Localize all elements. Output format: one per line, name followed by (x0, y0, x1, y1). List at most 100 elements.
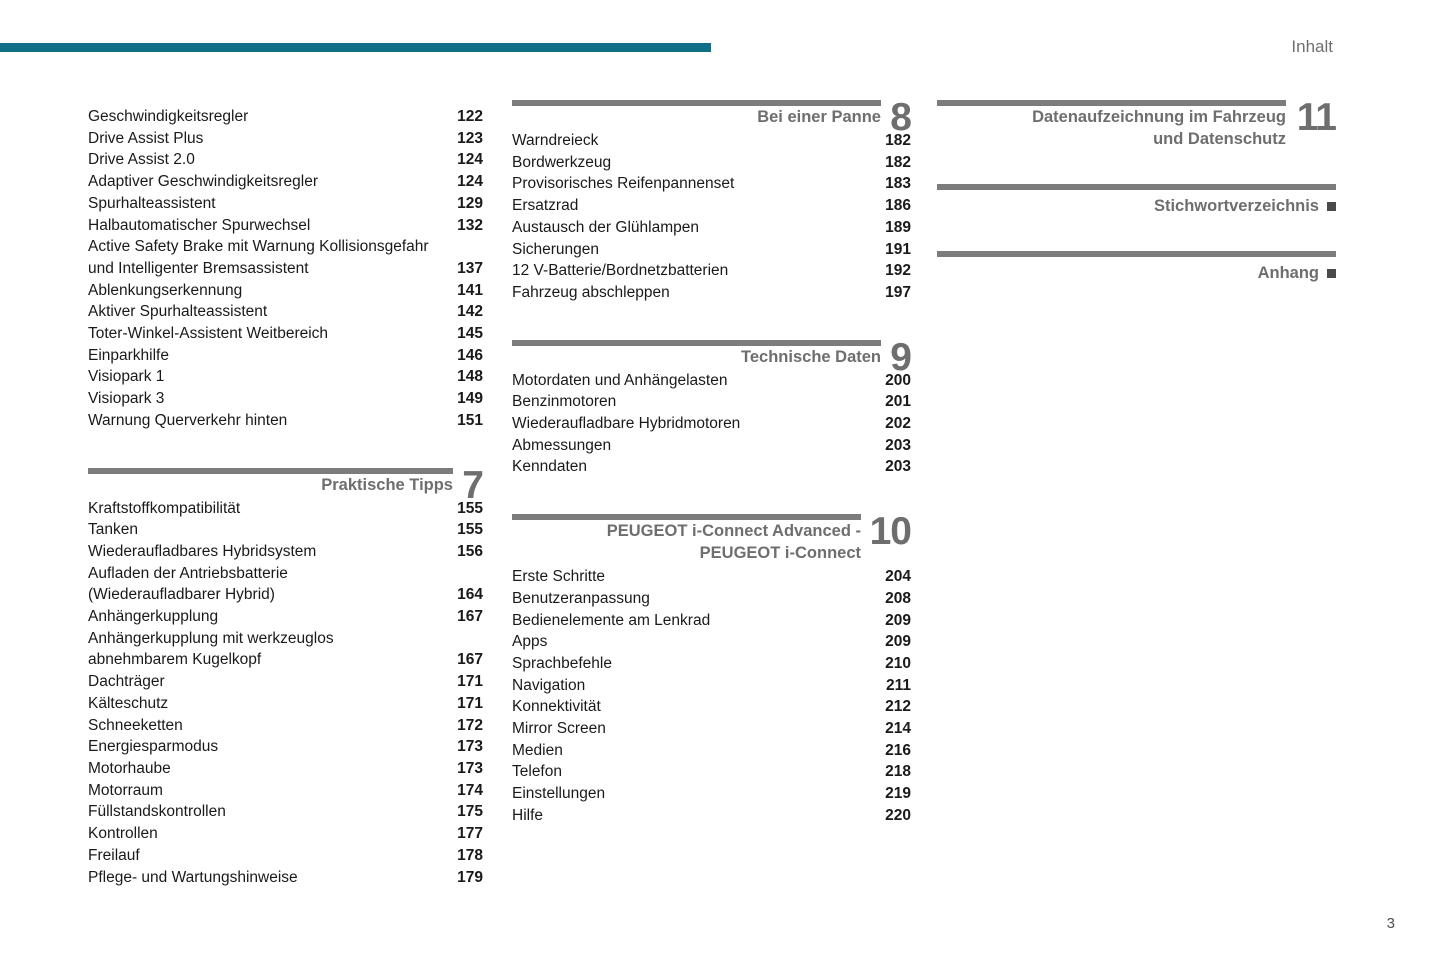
toc-entry-label: 12 V-Batterie/Bordnetzbatterien (512, 262, 729, 280)
toc-entry: Medien 216 (512, 740, 911, 762)
toc-entry-label: Füllstandskontrollen (88, 803, 226, 821)
toc-entry: Warndreieck 182 (512, 130, 911, 152)
toc-entry-page: 148 (457, 368, 483, 386)
toc-entry-label: Einparkhilfe (88, 346, 169, 364)
toc-entry: Hilfe 220 (512, 805, 911, 827)
section-title-line: Datenaufzeichnung im Fahrzeug (1032, 108, 1286, 126)
toc-entry-label: und Intelligenter Bremsassistent (88, 259, 309, 277)
toc-entry-label: Austausch der Glühlampen (512, 218, 699, 236)
toc-entry-label: Kontrollen (88, 825, 158, 843)
section-title-line: und Datenschutz (1153, 130, 1286, 148)
toc-section: 10 PEUGEOT i-Connect Advanced - PEUGEOT i-… (512, 510, 912, 827)
toc-entry: Motordaten und Anhängelasten 200 (512, 370, 911, 392)
toc-entry-page: 124 (457, 151, 483, 169)
toc-entry-label: abnehmbarem Kugelkopf (88, 651, 262, 669)
toc-entry-page: 216 (885, 741, 911, 759)
toc-entry: Telefon 218 (512, 761, 911, 783)
toc-entry-page: 142 (457, 303, 483, 321)
section-title: Datenaufzeichnung im Fahrzeug und Datensc… (937, 106, 1286, 150)
toc-entry-page: 182 (885, 153, 911, 171)
toc-entry-label: Adaptiver Geschwindigkeitsregler (88, 173, 319, 191)
toc-entry-page: 164 (457, 586, 483, 604)
toc-entry: Adaptiver Geschwindigkeitsregler 124 (88, 171, 483, 193)
toc-entry: Geschwindigkeitsregler 122 (88, 106, 483, 128)
toc-entry: Austausch der Glühlampen 189 (512, 217, 911, 239)
toc-entry-label: Drive Assist Plus (88, 129, 204, 147)
toc-section: 7 Praktische Tipps Kraftstoffkompatibilitä… (88, 464, 484, 889)
toc-entry-label: Pflege- und Wartungshinweise (88, 868, 298, 886)
accent-bar (0, 43, 711, 52)
toc-entry-label: Freilauf (88, 846, 140, 864)
toc-entry-label: Aktiver Spurhalteassistent (88, 303, 268, 321)
chapter-number: 9 (890, 335, 912, 379)
toc-entry-page: 203 (885, 436, 911, 454)
toc-entry: Fahrzeug abschleppen 197 (512, 282, 911, 304)
toc-entry: Pflege- und Wartungshinweise 179 (88, 867, 483, 889)
toc-column-2: 8 Bei einer Panne Warndreieck 182 Bordwerkze… (512, 96, 912, 827)
toc-entry: Spurhalteassistent 129 (88, 193, 483, 215)
section-bar (937, 184, 1336, 190)
toc-entry-page: 175 (457, 803, 483, 821)
toc-entry: Konnektivität 212 (512, 696, 911, 718)
toc-entry-page: 174 (457, 781, 483, 799)
toc-entry-page: 179 (457, 868, 483, 886)
toc-entry: Motorraum 174 (88, 780, 483, 802)
toc-entry-page: 155 (457, 521, 483, 539)
toc-entry-page: 214 (885, 720, 911, 738)
toc-entry-label: (Wiederaufladbarer Hybrid) (88, 586, 275, 604)
toc-entry-label: Einstellungen (512, 785, 606, 803)
toc-entry-page: 203 (885, 458, 911, 476)
toc-entry-label: Provisorisches Reifenpannenset (512, 175, 735, 193)
toc-entry-label: Visiopark 3 (88, 390, 165, 408)
toc-entry: Halbautomatischer Spurwechsel 132 (88, 215, 483, 237)
section-bar (937, 100, 1286, 106)
toc-entry-label: Tanken (88, 521, 138, 539)
toc-entry: Tanken 155 (88, 519, 483, 541)
toc-entry: Active Safety Brake mit Warnung Kollisio… (88, 236, 483, 258)
toc-entry: Mirror Screen 214 (512, 718, 911, 740)
toc-entry-label: Sicherungen (512, 240, 600, 258)
toc-entry-label: Dachträger (88, 673, 165, 691)
toc-entry-label: Sprachbefehle (512, 654, 612, 672)
toc-entry-page: 204 (885, 568, 911, 586)
toc-entry: Sprachbefehle 210 (512, 653, 911, 675)
section-title: Praktische Tipps (88, 474, 453, 496)
toc-entry-page: 201 (885, 393, 911, 411)
toc-entry: Drive Assist 2.0 124 (88, 149, 483, 171)
section-title: Anhang (937, 262, 1336, 284)
toc-entry-page: 122 (457, 108, 483, 125)
toc-entry: Wiederaufladbare Hybridmotoren 202 (512, 413, 911, 435)
section-bar (512, 100, 881, 106)
toc-entry: Abmessungen 203 (512, 435, 911, 457)
toc-entry: Dachträger 171 (88, 671, 483, 693)
section-title-line: Praktische Tipps (321, 475, 453, 494)
toc-entry-label: Benutzeranpassung (512, 589, 650, 607)
toc-entry: Kälteschutz 171 (88, 693, 483, 715)
toc-entry-page: 123 (457, 129, 483, 147)
toc-entry-label: Energiesparmodus (88, 738, 219, 756)
toc-entry-page: 219 (885, 785, 911, 803)
toc-entry: abnehmbarem Kugelkopf 167 (88, 649, 483, 671)
chapter-number: 8 (890, 96, 912, 139)
toc-entry: Visiopark 1 148 (88, 366, 483, 388)
section-title: Bei einer Panne (512, 106, 881, 128)
toc-entry-page: 171 (457, 694, 483, 712)
toc-entry: Kenndaten 203 (512, 456, 911, 478)
toc-entry-page: 200 (885, 371, 911, 389)
toc-entry-label: Ersatzrad (512, 197, 579, 215)
toc-entry: Apps 209 (512, 631, 911, 653)
section-bar (88, 467, 453, 474)
toc-entry-page: 156 (457, 542, 483, 560)
section-title-line: PEUGEOT i-Connect (699, 544, 861, 563)
section-title: Stichwortverzeichnis (937, 195, 1336, 217)
toc-entry: Anhängerkupplung 167 (88, 606, 483, 628)
toc-entry-label: Motorraum (88, 781, 163, 799)
toc-entry: 12 V-Batterie/Bordnetzbatterien 192 (512, 260, 911, 282)
toc-entry: Navigation 211 (512, 675, 911, 697)
toc-entry: (Wiederaufladbarer Hybrid) 164 (88, 584, 483, 606)
toc-entry-label: Abmessungen (512, 436, 612, 454)
toc-entry-label: Medien (512, 741, 563, 759)
toc-entry-label: Konnektivität (512, 698, 601, 716)
section-header: 11 Datenaufzeichnung im Fahrzeug und Daten… (937, 96, 1337, 150)
